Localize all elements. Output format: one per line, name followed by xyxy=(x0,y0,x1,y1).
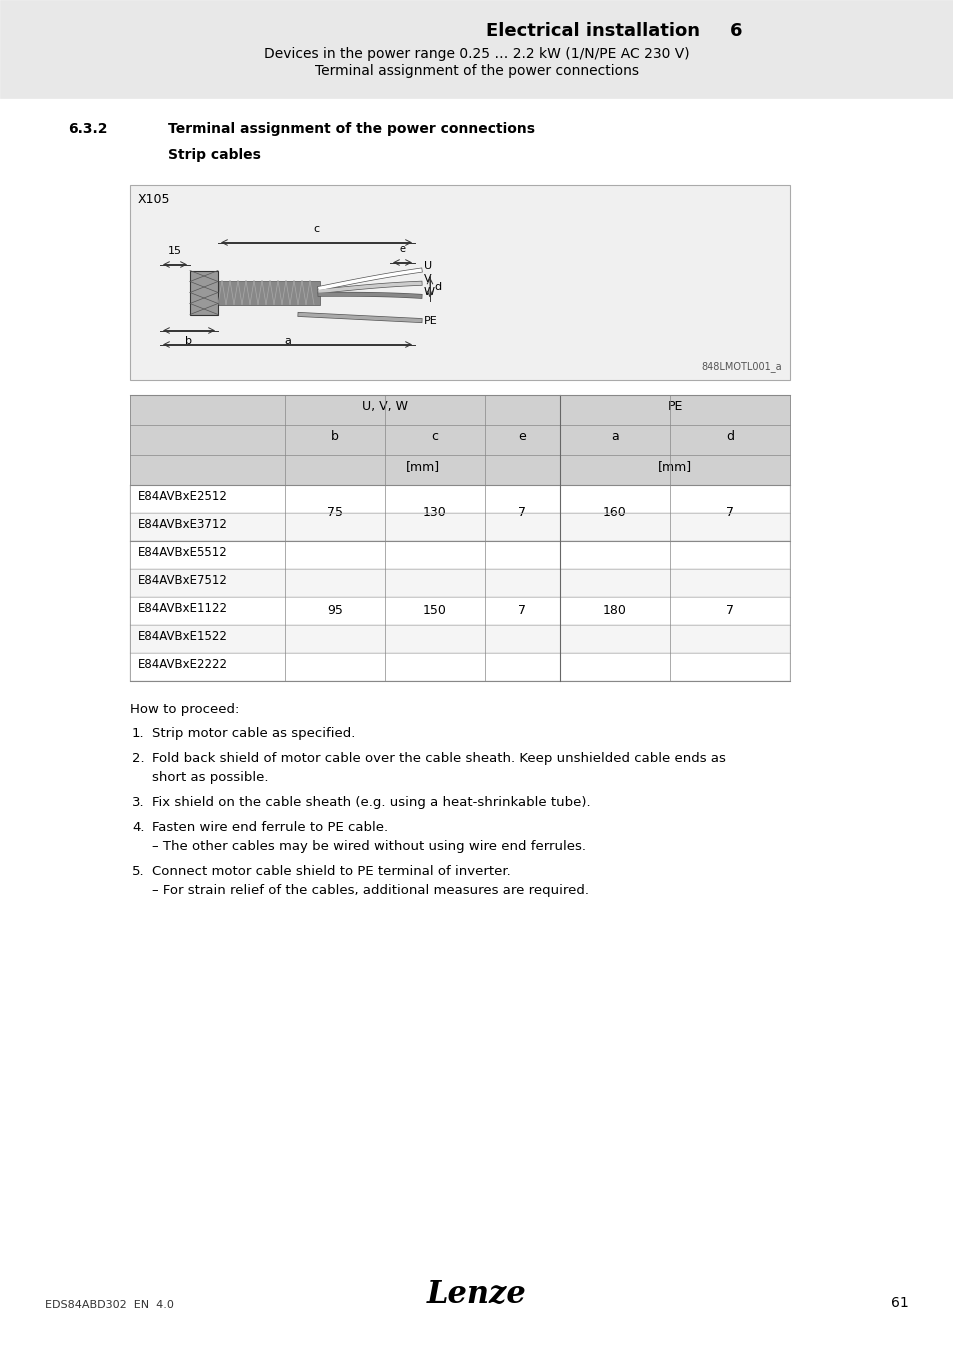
Text: 3.: 3. xyxy=(132,796,145,809)
Text: 7: 7 xyxy=(518,506,526,520)
Text: e: e xyxy=(399,244,405,255)
Text: Terminal assignment of the power connections: Terminal assignment of the power connect… xyxy=(314,63,639,78)
FancyBboxPatch shape xyxy=(130,513,789,541)
Text: b: b xyxy=(185,336,193,346)
Text: Connect motor cable shield to PE terminal of inverter.: Connect motor cable shield to PE termina… xyxy=(152,865,510,878)
Text: Fold back shield of motor cable over the cable sheath. Keep unshielded cable end: Fold back shield of motor cable over the… xyxy=(152,752,725,765)
Text: Strip motor cable as specified.: Strip motor cable as specified. xyxy=(152,728,355,740)
Text: 95: 95 xyxy=(327,605,342,617)
FancyBboxPatch shape xyxy=(130,597,789,625)
Text: E84AVBxE7512: E84AVBxE7512 xyxy=(138,574,228,587)
Text: 2.: 2. xyxy=(132,752,145,765)
Text: Terminal assignment of the power connections: Terminal assignment of the power connect… xyxy=(168,122,535,136)
Text: 150: 150 xyxy=(422,605,446,617)
FancyBboxPatch shape xyxy=(130,396,789,485)
Text: 848LMOTL001_a: 848LMOTL001_a xyxy=(700,360,781,373)
Text: Lenze: Lenze xyxy=(427,1278,526,1310)
Text: 180: 180 xyxy=(602,605,626,617)
Text: 7: 7 xyxy=(725,506,733,520)
FancyBboxPatch shape xyxy=(190,270,218,315)
Text: E84AVBxE2512: E84AVBxE2512 xyxy=(138,490,228,504)
Text: Fix shield on the cable sheath (e.g. using a heat-shrinkable tube).: Fix shield on the cable sheath (e.g. usi… xyxy=(152,796,590,809)
Text: U: U xyxy=(423,262,432,271)
FancyBboxPatch shape xyxy=(0,0,953,99)
Text: 1.: 1. xyxy=(132,728,145,740)
Text: 6.3.2: 6.3.2 xyxy=(68,122,108,136)
Text: PE: PE xyxy=(666,400,682,413)
Text: c: c xyxy=(431,431,438,443)
Text: short as possible.: short as possible. xyxy=(152,771,268,784)
Text: e: e xyxy=(518,431,526,443)
Text: a: a xyxy=(611,431,618,443)
FancyBboxPatch shape xyxy=(130,541,789,568)
Text: Strip cables: Strip cables xyxy=(168,148,260,162)
Text: 4.: 4. xyxy=(132,821,144,834)
Text: 61: 61 xyxy=(890,1296,908,1310)
Text: W: W xyxy=(423,288,435,297)
Text: Fasten wire end ferrule to PE cable.: Fasten wire end ferrule to PE cable. xyxy=(152,821,388,834)
FancyBboxPatch shape xyxy=(218,281,319,305)
Text: b: b xyxy=(331,431,338,443)
Text: EDS84ABD302  EN  4.0: EDS84ABD302 EN 4.0 xyxy=(45,1300,173,1310)
Text: [mm]: [mm] xyxy=(658,460,691,472)
Text: c: c xyxy=(314,224,319,235)
Text: E84AVBxE1122: E84AVBxE1122 xyxy=(138,602,228,616)
Text: – For strain relief of the cables, additional measures are required.: – For strain relief of the cables, addit… xyxy=(152,884,588,896)
Text: 6: 6 xyxy=(729,22,741,40)
Text: X105: X105 xyxy=(138,193,171,207)
Text: – The other cables may be wired without using wire end ferrules.: – The other cables may be wired without … xyxy=(152,840,585,853)
Text: Devices in the power range 0.25 … 2.2 kW (1/N/PE AC 230 V): Devices in the power range 0.25 … 2.2 kW… xyxy=(264,47,689,61)
Text: d: d xyxy=(434,282,440,293)
FancyBboxPatch shape xyxy=(130,568,789,597)
FancyBboxPatch shape xyxy=(130,485,789,513)
Text: E84AVBxE2222: E84AVBxE2222 xyxy=(138,657,228,671)
Text: 5.: 5. xyxy=(132,865,145,878)
FancyBboxPatch shape xyxy=(130,185,789,379)
Text: PE: PE xyxy=(423,316,437,325)
Text: 160: 160 xyxy=(602,506,626,520)
Text: How to proceed:: How to proceed: xyxy=(130,703,239,716)
Text: 75: 75 xyxy=(327,506,343,520)
Text: 7: 7 xyxy=(725,605,733,617)
Text: E84AVBxE5512: E84AVBxE5512 xyxy=(138,545,228,559)
FancyBboxPatch shape xyxy=(130,653,789,680)
Text: V: V xyxy=(423,274,431,285)
Text: U, V, W: U, V, W xyxy=(361,400,408,413)
Text: E84AVBxE3712: E84AVBxE3712 xyxy=(138,518,228,531)
Text: a: a xyxy=(284,336,291,347)
Text: [mm]: [mm] xyxy=(405,460,439,472)
Text: 15: 15 xyxy=(168,247,182,256)
Text: Electrical installation: Electrical installation xyxy=(485,22,700,40)
Text: E84AVBxE1522: E84AVBxE1522 xyxy=(138,630,228,643)
Text: 130: 130 xyxy=(423,506,446,520)
FancyBboxPatch shape xyxy=(130,625,789,653)
Text: 7: 7 xyxy=(518,605,526,617)
Text: d: d xyxy=(725,431,733,443)
